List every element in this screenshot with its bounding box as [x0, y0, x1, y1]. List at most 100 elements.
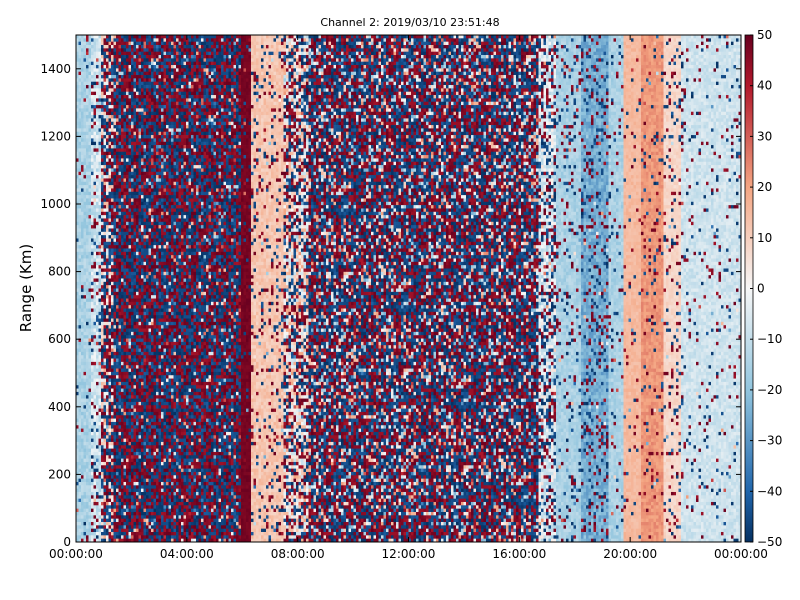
heatmap-cell — [118, 98, 122, 103]
heatmap-cell — [91, 435, 94, 439]
heatmap-cell — [153, 205, 157, 209]
heatmap-cell — [143, 265, 147, 269]
heatmap-cell — [131, 431, 134, 436]
heatmap-cell — [143, 88, 147, 93]
heatmap-cell — [133, 365, 137, 369]
heatmap-cell — [156, 178, 159, 183]
heatmap-cell — [83, 108, 87, 113]
heatmap-cell — [128, 391, 132, 396]
heatmap-cell — [138, 341, 142, 346]
heatmap-cell — [123, 95, 127, 99]
heatmap-cell — [156, 465, 159, 469]
heatmap-cell — [96, 255, 99, 259]
heatmap-cell — [131, 265, 134, 269]
heatmap-cell — [103, 351, 107, 356]
heatmap-cell — [111, 105, 114, 109]
heatmap-cell — [153, 255, 157, 259]
heatmap-cell — [131, 151, 134, 156]
heatmap-cell — [148, 435, 152, 439]
heatmap-cell — [151, 235, 154, 239]
heatmap-cell — [146, 58, 149, 63]
heatmap-cell — [113, 328, 117, 333]
heatmap-cell — [101, 105, 104, 109]
heatmap-cell — [151, 138, 154, 143]
heatmap-cell — [126, 428, 129, 433]
heatmap-cell — [98, 361, 102, 366]
heatmap-cell — [81, 131, 84, 136]
heatmap-cell — [108, 158, 112, 163]
heatmap-cell — [118, 65, 122, 69]
heatmap-cell — [88, 298, 92, 303]
heatmap-cell — [91, 505, 94, 509]
heatmap-cell — [116, 158, 119, 163]
heatmap-cell — [121, 58, 124, 63]
heatmap-cell — [108, 305, 112, 309]
heatmap-cell — [141, 155, 144, 159]
heatmap-cell — [108, 285, 112, 289]
heatmap-cell — [98, 65, 102, 69]
heatmap-cell — [116, 521, 119, 526]
heatmap-cell — [108, 208, 112, 213]
heatmap-cell — [83, 315, 87, 319]
heatmap-cell — [91, 355, 94, 359]
heatmap-cell — [116, 318, 119, 323]
heatmap-cell — [108, 218, 112, 223]
heatmap-cell — [93, 285, 97, 289]
heatmap-cell — [148, 131, 152, 136]
heatmap-cell — [106, 221, 109, 226]
heatmap-cell — [131, 398, 134, 403]
heatmap-cell — [83, 301, 87, 306]
heatmap-cell — [103, 208, 107, 213]
heatmap-cell — [81, 531, 84, 536]
heatmap-cell — [101, 185, 104, 189]
heatmap-cell — [148, 201, 152, 206]
heatmap-cell — [123, 375, 127, 379]
heatmap-cell — [88, 335, 92, 339]
heatmap-cell — [151, 175, 154, 179]
heatmap-cell — [88, 201, 92, 206]
heatmap-cell — [108, 75, 112, 79]
heatmap-cell — [151, 258, 154, 263]
heatmap-cell — [146, 398, 149, 403]
heatmap-cell — [156, 351, 159, 356]
heatmap-cell — [136, 385, 139, 389]
heatmap-cell — [121, 141, 124, 146]
heatmap-cell — [103, 371, 107, 376]
heatmap-cell — [126, 435, 129, 439]
heatmap-cell — [88, 111, 92, 116]
heatmap-cell — [151, 521, 154, 526]
heatmap-cell — [121, 485, 124, 489]
heatmap-cell — [131, 55, 134, 59]
heatmap-cell — [151, 48, 154, 53]
heatmap-cell — [88, 445, 92, 449]
heatmap-cell — [98, 278, 102, 283]
heatmap-cell — [98, 121, 102, 126]
heatmap-cell — [148, 455, 152, 459]
heatmap-cell — [86, 431, 89, 436]
heatmap-cell — [128, 311, 132, 316]
heatmap-cell — [151, 368, 154, 373]
heatmap-cell — [106, 285, 109, 289]
heatmap-cell — [91, 51, 94, 56]
heatmap-cell — [78, 368, 82, 373]
heatmap-cell — [146, 48, 149, 53]
heatmap-cell — [86, 151, 89, 156]
heatmap-cell — [106, 371, 109, 376]
heatmap-cell — [131, 48, 134, 53]
heatmap-cell — [126, 471, 129, 476]
heatmap-cell — [88, 338, 92, 343]
heatmap-cell — [118, 445, 122, 449]
heatmap-cell — [148, 275, 152, 279]
heatmap-cell — [103, 481, 107, 486]
heatmap-cell — [116, 535, 119, 540]
heatmap-cell — [96, 298, 99, 303]
heatmap-cell — [108, 378, 112, 383]
heatmap-cell — [83, 158, 87, 163]
heatmap-cell — [98, 355, 102, 359]
heatmap-cell — [156, 368, 159, 373]
heatmap-cell — [136, 411, 139, 416]
heatmap-cell — [103, 238, 107, 243]
heatmap-cell — [151, 141, 154, 146]
heatmap-cell — [123, 245, 127, 249]
heatmap-cell — [83, 85, 87, 89]
